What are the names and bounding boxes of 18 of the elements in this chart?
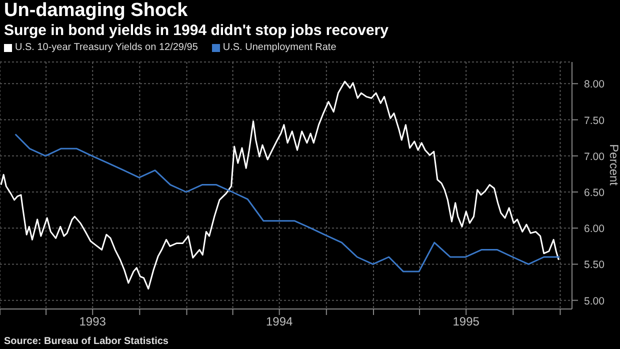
y-tick-label: 5.50 (584, 259, 605, 272)
line-series (0, 80, 560, 290)
y-tick-label: 5.00 (584, 295, 605, 308)
line-series (14, 133, 560, 272)
legend-label: U.S. 10-year Treasury Yields on 12/29/95 (15, 42, 198, 53)
source-note: Source: Bureau of Labor Statistics (4, 336, 168, 347)
y-tick-label: 6.00 (584, 223, 605, 236)
chart-subtitle: Surge in bond yields in 1994 didn't stop jobs recovery (4, 22, 388, 39)
y-axis-title: Percent (606, 144, 620, 186)
x-tick-label: 1995 (452, 314, 480, 329)
legend-label: U.S. Unemployment Rate (222, 42, 336, 53)
x-tick-label: 1993 (79, 314, 106, 329)
y-tick-label: 7.00 (584, 150, 605, 163)
chart-title: Un-damaging Shock (4, 0, 188, 21)
x-tick-label: 1994 (266, 314, 294, 329)
y-tick-label: 7.50 (584, 114, 605, 127)
y-tick-label: 6.50 (584, 187, 605, 199)
y-tick-label: 8.00 (584, 78, 605, 91)
